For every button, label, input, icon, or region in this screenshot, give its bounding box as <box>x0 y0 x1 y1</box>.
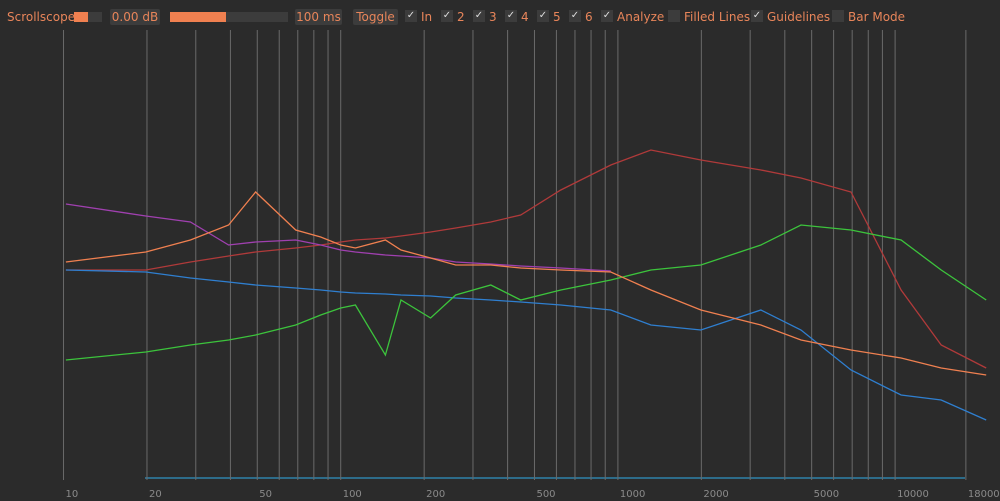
x-tick-label: 5000 <box>814 489 839 500</box>
x-tick-label: 18000 <box>968 489 1000 500</box>
toggle-button[interactable]: Toggle <box>353 9 398 25</box>
app-title: Scrollscope <box>7 10 76 24</box>
x-tick-label: 20 <box>149 489 162 500</box>
checkbox[interactable]: ✓ <box>405 10 417 22</box>
checkbox-label: In <box>421 10 433 24</box>
checkbox[interactable]: ✓ <box>537 10 549 22</box>
x-tick-label: 500 <box>536 489 555 500</box>
x-tick-label: 10 <box>66 489 79 500</box>
checkbox-label: Analyze <box>617 10 665 24</box>
spectrum-line <box>65 269 987 421</box>
checkbox-label: 3 <box>489 10 497 24</box>
checkbox[interactable] <box>668 10 680 22</box>
x-tick-label: 100 <box>343 489 362 500</box>
checkbox[interactable] <box>832 10 844 22</box>
checkbox-label: 5 <box>553 10 561 24</box>
spectrum-line <box>65 203 611 272</box>
checkbox[interactable]: ✓ <box>505 10 517 22</box>
checkbox-label: Filled Lines <box>684 10 751 24</box>
slider-fill <box>170 12 226 22</box>
slider-fill <box>74 12 88 22</box>
spectrum-line <box>65 224 987 361</box>
time-slider[interactable] <box>170 12 288 22</box>
gain-field[interactable]: 0.00 dB <box>110 9 160 25</box>
small-slider[interactable] <box>74 12 102 22</box>
checkbox-label: Guidelines <box>767 10 831 24</box>
spectrum-line <box>65 191 987 376</box>
x-tick-label: 200 <box>426 489 445 500</box>
spectrum-line <box>65 149 987 369</box>
checkbox[interactable]: ✓ <box>601 10 613 22</box>
x-tick-label: 10000 <box>897 489 929 500</box>
checkbox[interactable]: ✓ <box>473 10 485 22</box>
checkbox[interactable]: ✓ <box>441 10 453 22</box>
x-tick-label: 2000 <box>703 489 728 500</box>
x-tick-label: 50 <box>259 489 272 500</box>
checkbox[interactable]: ✓ <box>751 10 763 22</box>
checkbox-label: 4 <box>521 10 529 24</box>
x-tick-label: 1000 <box>620 489 645 500</box>
checkbox-label: 6 <box>585 10 593 24</box>
checkbox-label: 2 <box>457 10 465 24</box>
checkbox[interactable]: ✓ <box>569 10 581 22</box>
checkbox-label: Bar Mode <box>848 10 906 24</box>
time-field[interactable]: 100 ms <box>295 9 342 25</box>
